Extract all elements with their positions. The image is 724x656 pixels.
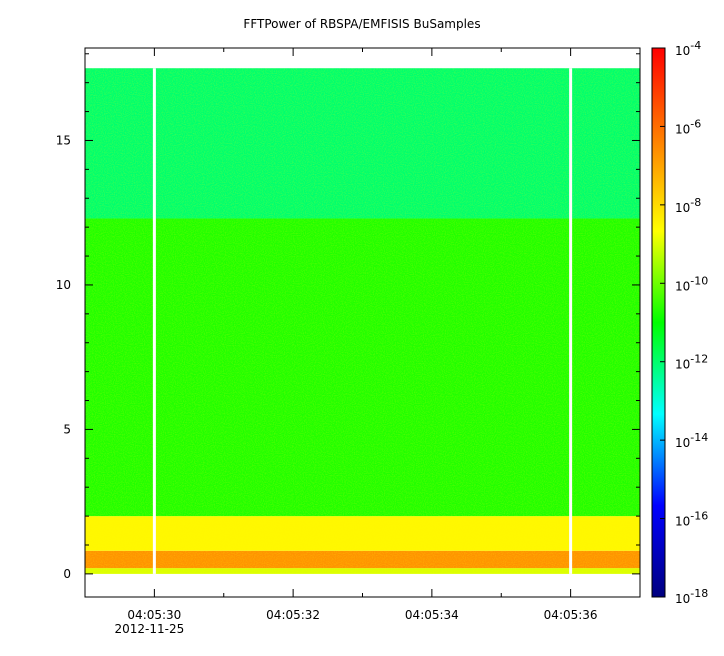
colorbar-tick-label: 10-14 [675,431,708,450]
x-tick-label: 04:05:30 [127,608,181,622]
y-tick-label: 10 [56,278,71,292]
chart-title: FFTPower of RBSPA/EMFISIS BuSamples [243,17,481,31]
data-gap [152,68,156,574]
y-tick-label: 15 [56,133,71,147]
spectrogram-texture [85,68,640,574]
colorbar-tick-label: 10-4 [675,39,701,58]
colorbar-tick-label: 10-6 [675,117,701,136]
x-tick-label: 04:05:36 [544,608,598,622]
colorbar-tick-label: 10-8 [675,196,701,215]
data-gap [569,68,573,574]
y-tick-label: 0 [63,567,71,581]
colorbar-tick-label: 10-12 [675,353,708,372]
x-date-label: 2012-11-25 [115,622,185,636]
x-tick-label: 04:05:32 [266,608,320,622]
y-tick-label: 5 [63,422,71,436]
colorbar-tick-label: 10-16 [675,510,708,529]
spectrogram-bands [85,68,640,574]
colorbar-tick-label: 10-10 [675,274,708,293]
colorbar-tick-label: 10-18 [675,587,708,606]
x-tick-label: 04:05:34 [405,608,459,622]
colorbar [651,47,666,598]
